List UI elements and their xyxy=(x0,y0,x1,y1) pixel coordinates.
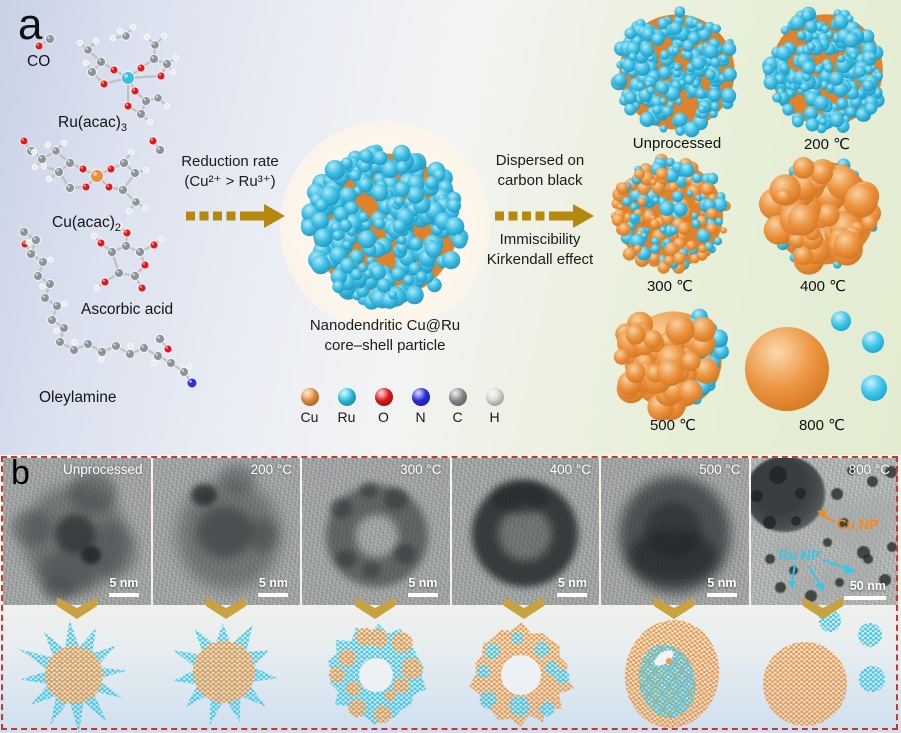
panel-a-artwork xyxy=(19,6,887,421)
panel-b: b Unprocessed 5 nm 200 °C 5 xyxy=(0,455,901,733)
kirkendall-line2: Kirkendall effect xyxy=(486,251,594,268)
tem-label: 500 °C xyxy=(699,462,741,477)
dispersed-text: Dispersed on carbon black xyxy=(475,151,605,191)
state-label-unprocessed: Unprocessed xyxy=(632,135,722,152)
cu-np-annotation: Cu NP xyxy=(836,516,879,532)
legend-symbol-h: H xyxy=(489,409,500,425)
tem-image-300c: 300 °C 5 nm xyxy=(302,458,450,605)
legend-item-ru: Ru xyxy=(328,388,365,425)
annotation-arrows xyxy=(787,510,855,592)
immiscibility-text: Immiscibility Kirkendall effect xyxy=(465,230,615,270)
dispersed-line2: carbon black xyxy=(497,172,583,189)
chevron-down-icon xyxy=(353,595,397,621)
tem-image-800c: Cu NP Ru NP 800 °C 50 nm xyxy=(750,458,898,605)
tem-image-unprocessed: b Unprocessed 5 nm xyxy=(3,458,151,605)
legend-symbol-cu: Cu xyxy=(300,409,319,425)
dispersed-line1: Dispersed on xyxy=(495,152,585,169)
scale-bar xyxy=(407,593,438,597)
ascorbic-acid-label: Ascorbic acid xyxy=(81,301,174,318)
state-label-800c: 800 ℃ xyxy=(798,417,846,434)
cu-acac-label: Cu(acac)2 xyxy=(52,214,121,234)
n-sphere-icon xyxy=(411,388,430,406)
reduction-rate-line2: (Cu²⁺ > Ru³⁺) xyxy=(184,173,276,190)
scale-bar xyxy=(258,593,288,597)
cu-sphere-icon xyxy=(300,388,319,406)
cross-section-schematics xyxy=(18,610,885,733)
tem-label: 400 °C xyxy=(549,462,591,477)
legend-item-n: N xyxy=(402,388,439,425)
oleylamine-label: Oleylamine xyxy=(39,389,117,406)
ru-sphere-icon xyxy=(337,388,356,406)
scale-bar xyxy=(557,593,587,597)
scale-bar-text: 5 nm xyxy=(707,576,737,590)
tem-label: 800 °C xyxy=(848,462,890,477)
scale-bar-text: 5 nm xyxy=(109,576,139,590)
dispersion-arrow-icon xyxy=(495,203,595,229)
reduction-rate-line1: Reduction rate xyxy=(181,153,279,170)
panel-b-label: b xyxy=(11,458,30,492)
legend-symbol-ru: Ru xyxy=(337,409,356,425)
scale-bar-text: 5 nm xyxy=(557,576,587,590)
legend-item-c: C xyxy=(439,388,476,425)
co-label: CO xyxy=(27,53,51,70)
chevron-down-icon xyxy=(801,595,845,621)
state-label-200c: 200 ℃ xyxy=(803,136,851,153)
scale-bar-text: 50 nm xyxy=(849,579,886,593)
panel-a: a CO Ru(acac)3 Cu(acac)2 Ascorbic acid O… xyxy=(0,0,901,455)
legend-item-h: H xyxy=(476,388,513,425)
caption-line1: Nanodendritic Cu@Ru xyxy=(309,317,461,334)
core-shell-caption: Nanodendritic Cu@Ru core–shell particle xyxy=(300,316,470,356)
legend-symbol-o: O xyxy=(378,409,389,425)
scale-bar-text: 5 nm xyxy=(258,576,288,590)
legend-symbol-n: N xyxy=(415,409,426,425)
tem-image-row: b Unprocessed 5 nm 200 °C 5 xyxy=(3,458,898,605)
tem-label: Unprocessed xyxy=(62,462,143,477)
tem-image-400c: 400 °C 5 nm xyxy=(451,458,599,605)
tem-label: 200 °C xyxy=(250,462,292,477)
ru-acac-base: Ru(acac) xyxy=(58,114,121,131)
ru-acac-sub: 3 xyxy=(120,122,128,135)
tem-image-200c: 200 °C 5 nm xyxy=(152,458,300,605)
chevron-down-icon xyxy=(55,595,99,621)
scale-bar xyxy=(706,593,737,597)
atom-color-legend: Cu Ru O N C H xyxy=(291,388,513,425)
legend-item-o: O xyxy=(365,388,402,425)
state-label-500c: 500 ℃ xyxy=(649,417,697,434)
chevron-down-icon xyxy=(204,595,248,621)
tem-image-500c: 500 °C 5 nm xyxy=(601,458,749,605)
cu-acac-sub: 2 xyxy=(114,222,122,235)
reduction-arrow-icon xyxy=(186,203,286,229)
o-sphere-icon xyxy=(374,388,393,406)
ru-acac-label: Ru(acac)3 xyxy=(58,114,127,134)
scale-bar xyxy=(844,596,886,600)
legend-symbol-c: C xyxy=(452,409,463,425)
scale-bar-text: 5 nm xyxy=(408,576,438,590)
chevron-down-icon xyxy=(502,595,546,621)
legend-item-cu: Cu xyxy=(291,388,328,425)
tem-label: 300 °C xyxy=(400,462,442,477)
reduction-rate-text: Reduction rate (Cu²⁺ > Ru³⁺) xyxy=(155,152,305,192)
state-label-300c: 300 ℃ xyxy=(646,278,694,295)
scale-bar xyxy=(108,593,139,597)
cu-acac-base: Cu(acac) xyxy=(52,214,115,231)
state-label-400c: 400 ℃ xyxy=(799,278,847,295)
immiscibility-line1: Immiscibility xyxy=(499,231,581,248)
ru-np-annotation: Ru NP xyxy=(778,547,821,563)
c-sphere-icon xyxy=(448,388,467,406)
h-sphere-icon xyxy=(485,388,504,406)
panel-a-label: a xyxy=(18,0,43,49)
chevron-down-icon xyxy=(652,595,696,621)
caption-line2: core–shell particle xyxy=(324,337,446,354)
